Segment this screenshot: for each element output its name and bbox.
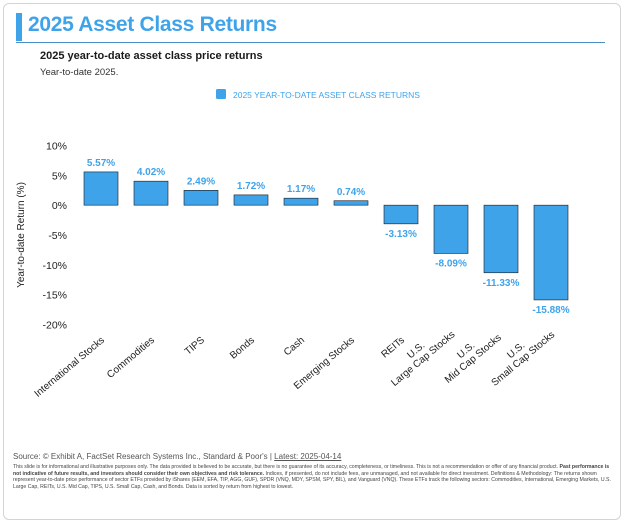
- bar-value-label: -3.13%: [385, 229, 417, 240]
- x-tick-label: International Stocks: [33, 335, 107, 400]
- bar: [133, 180, 169, 206]
- chart-note: Year-to-date 2025.: [40, 67, 119, 78]
- bar-value-label: -11.33%: [483, 278, 520, 289]
- bar: [333, 200, 369, 206]
- x-tick-label-line: Cash: [282, 335, 307, 358]
- bar-value-label: -8.09%: [435, 258, 467, 269]
- y-axis-title: Year-to-date Return (%): [16, 182, 27, 288]
- x-tick-label: Bonds: [228, 335, 257, 362]
- y-tick-label: -20%: [42, 320, 67, 332]
- chart-subtitle: 2025 year-to-date asset class price retu…: [40, 50, 263, 62]
- x-tick-label-line: TIPS: [183, 335, 207, 358]
- y-tick-label: -10%: [42, 260, 67, 272]
- legend-swatch: [216, 89, 226, 99]
- chart-legend: 2025 YEAR-TO-DATE ASSET CLASS RETURNS: [216, 89, 420, 100]
- x-tick-label: TIPS: [183, 335, 207, 358]
- source-text: Source: © Exhibit A, FactSet Research Sy…: [13, 452, 275, 461]
- x-tick-label-line: Commodities: [105, 335, 157, 381]
- y-tick-label: -15%: [42, 290, 67, 302]
- disclaimer-text-2: Indices, if presented, do not include fe…: [13, 470, 611, 490]
- page-title: 2025 Asset Class Returns: [28, 13, 277, 36]
- bar-value-label: 0.74%: [337, 187, 365, 198]
- bars-group: 5.57% 4.02% 2.49% 1.72% 1.17% 0.74% -3.13% -8.0…: [83, 158, 570, 316]
- chart-card: 2025 Asset Class Returns 2025 year-to-da…: [3, 3, 621, 520]
- y-tick-label: 5%: [52, 170, 67, 182]
- bar: [233, 194, 269, 206]
- bar-value-label: 2.49%: [187, 176, 215, 187]
- bar-value-label: 5.57%: [87, 158, 115, 169]
- bar-value-label: 4.02%: [137, 167, 165, 178]
- bar: [183, 190, 219, 206]
- x-tick-label-line: Bonds: [228, 335, 257, 362]
- x-tick-label-line: REITs: [379, 335, 407, 361]
- disclaimer-text-1: This slide is for informational and illu…: [13, 464, 560, 470]
- x-tick-label: U.S.Small Cap Stocks: [483, 321, 558, 389]
- bar-value-label: -15.88%: [532, 305, 569, 316]
- x-tick-label: Cash: [282, 335, 307, 358]
- title-accent-bar: [16, 13, 22, 41]
- bar-value-label: 1.72%: [237, 181, 265, 192]
- bar: [283, 197, 319, 206]
- legend-label: 2025 YEAR-TO-DATE ASSET CLASS RETURNS: [233, 90, 420, 100]
- y-tick-label: 10%: [46, 141, 67, 153]
- bar: [533, 204, 569, 301]
- x-tick-label: REITs: [379, 335, 407, 361]
- x-tick-label: Commodities: [105, 335, 157, 381]
- bar: [383, 204, 419, 225]
- bar: [83, 171, 119, 206]
- y-tick-label: 0%: [52, 200, 67, 212]
- bar: [483, 204, 519, 274]
- disclaimer: This slide is for informational and illu…: [13, 464, 613, 490]
- bar-chart: 2025 YEAR-TO-DATE ASSET CLASS RETURNS 10…: [16, 89, 570, 400]
- bar-value-label: 1.17%: [287, 184, 315, 195]
- y-tick-label: -5%: [48, 230, 67, 242]
- disclaimer-bold-text: Past performance is not indicative of fu…: [13, 464, 610, 477]
- title-divider: [16, 42, 605, 43]
- source-line: Source: © Exhibit A, FactSet Research Sy…: [13, 452, 341, 461]
- bar: [433, 204, 469, 254]
- x-tick-label-line: International Stocks: [33, 335, 107, 400]
- latest-date-link[interactable]: Latest: 2025-04-14: [274, 452, 342, 461]
- y-axis: 10% 5% 0% -5% -10% -15% -20% Year-to-date Retur…: [16, 141, 67, 332]
